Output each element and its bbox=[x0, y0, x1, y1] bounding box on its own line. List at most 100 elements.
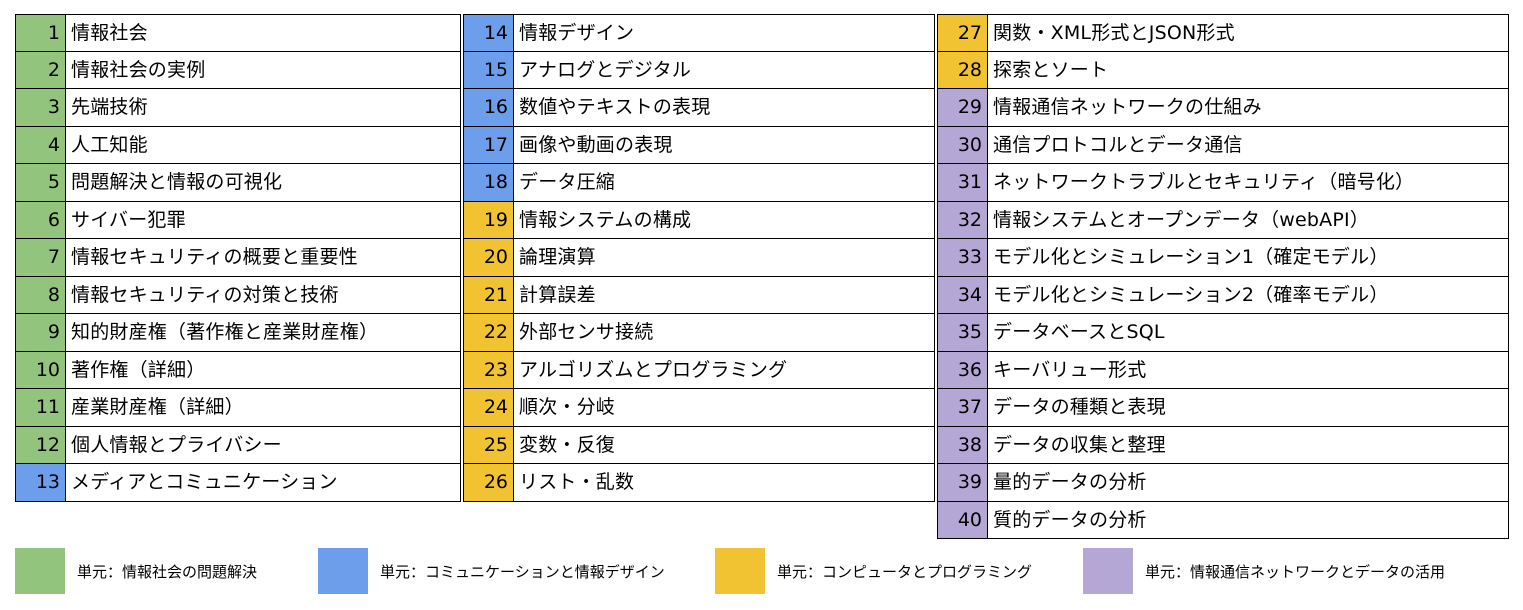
lesson-number: 21 bbox=[464, 276, 514, 313]
table-row: 18 データ圧縮 bbox=[463, 164, 935, 202]
lesson-title: 画像や動画の表現 bbox=[519, 133, 673, 156]
lesson-title: データの収集と整理 bbox=[993, 433, 1166, 456]
lesson-number: 24 bbox=[464, 389, 514, 426]
lesson-number: 18 bbox=[464, 164, 514, 201]
lesson-title: 関数・XML形式とJSON形式 bbox=[993, 22, 1235, 44]
lesson-number: 13 bbox=[16, 464, 66, 501]
lesson-number: 29 bbox=[938, 89, 988, 126]
lesson-number: 4 bbox=[16, 126, 66, 163]
lesson-number: 27 bbox=[938, 15, 988, 51]
lesson-number: 8 bbox=[16, 276, 66, 313]
lesson-title: 情報セキュリティの概要と重要性 bbox=[71, 246, 358, 268]
lesson-number: 16 bbox=[464, 89, 514, 126]
lesson-number: 11 bbox=[16, 389, 66, 426]
column-1: 1 情報社会 2 情報社会の実例 3 先端技術 4 人工知能 5 問題解決と情報の可視化 6 サイバー… bbox=[15, 14, 461, 502]
legend-swatch bbox=[318, 548, 368, 594]
table-row: 10 著作権（詳細） bbox=[15, 351, 461, 389]
table-row: 28 探索とソート bbox=[937, 51, 1509, 89]
lesson-title: アナログとデジタル bbox=[519, 58, 692, 81]
table-row: 35 データベースとSQL bbox=[937, 314, 1509, 352]
legend-label: 単元：コミュニケーションと情報デザイン bbox=[380, 562, 665, 581]
table-row: 37 データの種類と表現 bbox=[937, 389, 1509, 427]
table-row: 5 問題解決と情報の可視化 bbox=[15, 164, 461, 202]
lesson-title: モデル化とシミュレーション1（確定モデル） bbox=[993, 246, 1389, 268]
table-row: 20 論理演算 bbox=[463, 239, 935, 277]
lesson-title: 個人情報とプライバシー bbox=[71, 433, 282, 456]
lesson-title: 著作権（詳細） bbox=[71, 358, 206, 381]
lesson-title: 量的データの分析 bbox=[993, 471, 1147, 493]
lesson-number: 7 bbox=[16, 239, 66, 276]
lesson-title: 産業財産権（詳細） bbox=[71, 396, 244, 418]
table-row: 31 ネットワークトラブルとセキュリティ（暗号化） bbox=[937, 164, 1509, 202]
legend-blue: 単元：コミュニケーションと情報デザイン bbox=[318, 548, 665, 594]
lesson-number: 37 bbox=[938, 389, 988, 426]
table-row: 38 データの収集と整理 bbox=[937, 426, 1509, 464]
lesson-title: 論理演算 bbox=[519, 246, 596, 268]
lesson-number: 30 bbox=[938, 126, 988, 163]
legend-purple: 単元：情報通信ネットワークとデータの活用 bbox=[1083, 548, 1445, 594]
lesson-number: 23 bbox=[464, 351, 514, 388]
lesson-number: 28 bbox=[938, 51, 988, 88]
lesson-number: 38 bbox=[938, 426, 988, 463]
table-row: 16 数値やテキストの表現 bbox=[463, 89, 935, 127]
table-row: 2 情報社会の実例 bbox=[15, 51, 461, 89]
lesson-number: 14 bbox=[464, 15, 514, 51]
lesson-title: 情報社会 bbox=[71, 22, 148, 44]
lesson-title: キーバリュー形式 bbox=[993, 358, 1147, 381]
lesson-title: 変数・反復 bbox=[519, 433, 616, 456]
table-row: 14 情報デザイン bbox=[463, 14, 935, 52]
lesson-number: 32 bbox=[938, 201, 988, 238]
lesson-number: 9 bbox=[16, 314, 66, 351]
lesson-number: 12 bbox=[16, 426, 66, 463]
lesson-title: 通信プロトコルとデータ通信 bbox=[993, 133, 1243, 156]
table-row: 22 外部センサ接続 bbox=[463, 314, 935, 352]
column-2: 14 情報デザイン 15 アナログとデジタル 16 数値やテキストの表現 17 画像や動画の表… bbox=[463, 14, 935, 502]
lesson-title: 探索とソート bbox=[993, 58, 1109, 81]
lesson-title: サイバー犯罪 bbox=[71, 208, 186, 231]
lesson-title: データ圧縮 bbox=[519, 171, 616, 193]
lesson-title: アルゴリズムとプログラミング bbox=[519, 358, 788, 381]
lesson-number: 36 bbox=[938, 351, 988, 388]
table-row: 21 計算誤差 bbox=[463, 276, 935, 314]
lesson-title: ネットワークトラブルとセキュリティ（暗号化） bbox=[993, 171, 1415, 193]
table-row: 6 サイバー犯罪 bbox=[15, 201, 461, 239]
table-row: 19 情報システムの構成 bbox=[463, 201, 935, 239]
lesson-number: 19 bbox=[464, 201, 514, 238]
table-row: 29 情報通信ネットワークの仕組み bbox=[937, 89, 1509, 127]
lesson-title: 情報システムの構成 bbox=[519, 208, 692, 231]
lesson-title: 数値やテキストの表現 bbox=[519, 96, 711, 118]
table-row: 15 アナログとデジタル bbox=[463, 51, 935, 89]
lesson-title: 計算誤差 bbox=[519, 283, 596, 306]
lesson-title: 情報セキュリティの対策と技術 bbox=[71, 283, 339, 306]
lesson-number: 5 bbox=[16, 164, 66, 201]
table-row: 4 人工知能 bbox=[15, 126, 461, 164]
lesson-title: 外部センサ接続 bbox=[519, 321, 654, 343]
lesson-number: 33 bbox=[938, 239, 988, 276]
lesson-number: 39 bbox=[938, 464, 988, 501]
lesson-title: モデル化とシミュレーション2（確率モデル） bbox=[993, 283, 1389, 306]
lesson-title: リスト・乱数 bbox=[519, 471, 635, 493]
table-row: 26 リスト・乱数 bbox=[463, 464, 935, 502]
table-row: 39 量的データの分析 bbox=[937, 464, 1509, 502]
table-row: 27 関数・XML形式とJSON形式 bbox=[937, 14, 1509, 52]
table-row: 11 産業財産権（詳細） bbox=[15, 389, 461, 427]
table-row: 24 順次・分岐 bbox=[463, 389, 935, 427]
table-row: 34 モデル化とシミュレーション2（確率モデル） bbox=[937, 276, 1509, 314]
lesson-title: メディアとコミュニケーション bbox=[71, 471, 338, 493]
column-3: 27 関数・XML形式とJSON形式 28 探索とソート 29 情報通信ネットワークの仕組… bbox=[937, 14, 1509, 539]
lesson-number: 25 bbox=[464, 426, 514, 463]
table-row: 25 変数・反復 bbox=[463, 426, 935, 464]
lesson-number: 17 bbox=[464, 126, 514, 163]
lesson-title: 情報システムとオープンデータ（webAPI） bbox=[993, 208, 1370, 231]
table-row: 30 通信プロトコルとデータ通信 bbox=[937, 126, 1509, 164]
legend-yellow: 単元：コンピュータとプログラミング bbox=[715, 548, 1032, 594]
lesson-title: 知的財産権（著作権と産業財産権） bbox=[71, 321, 379, 343]
legend-label: 単元：コンピュータとプログラミング bbox=[777, 562, 1033, 581]
lesson-title: 人工知能 bbox=[71, 133, 148, 156]
lesson-number: 34 bbox=[938, 276, 988, 313]
lesson-title: 順次・分岐 bbox=[519, 396, 616, 418]
table-row: 8 情報セキュリティの対策と技術 bbox=[15, 276, 461, 314]
table-row: 1 情報社会 bbox=[15, 14, 461, 52]
lesson-number: 20 bbox=[464, 239, 514, 276]
lesson-number: 22 bbox=[464, 314, 514, 351]
